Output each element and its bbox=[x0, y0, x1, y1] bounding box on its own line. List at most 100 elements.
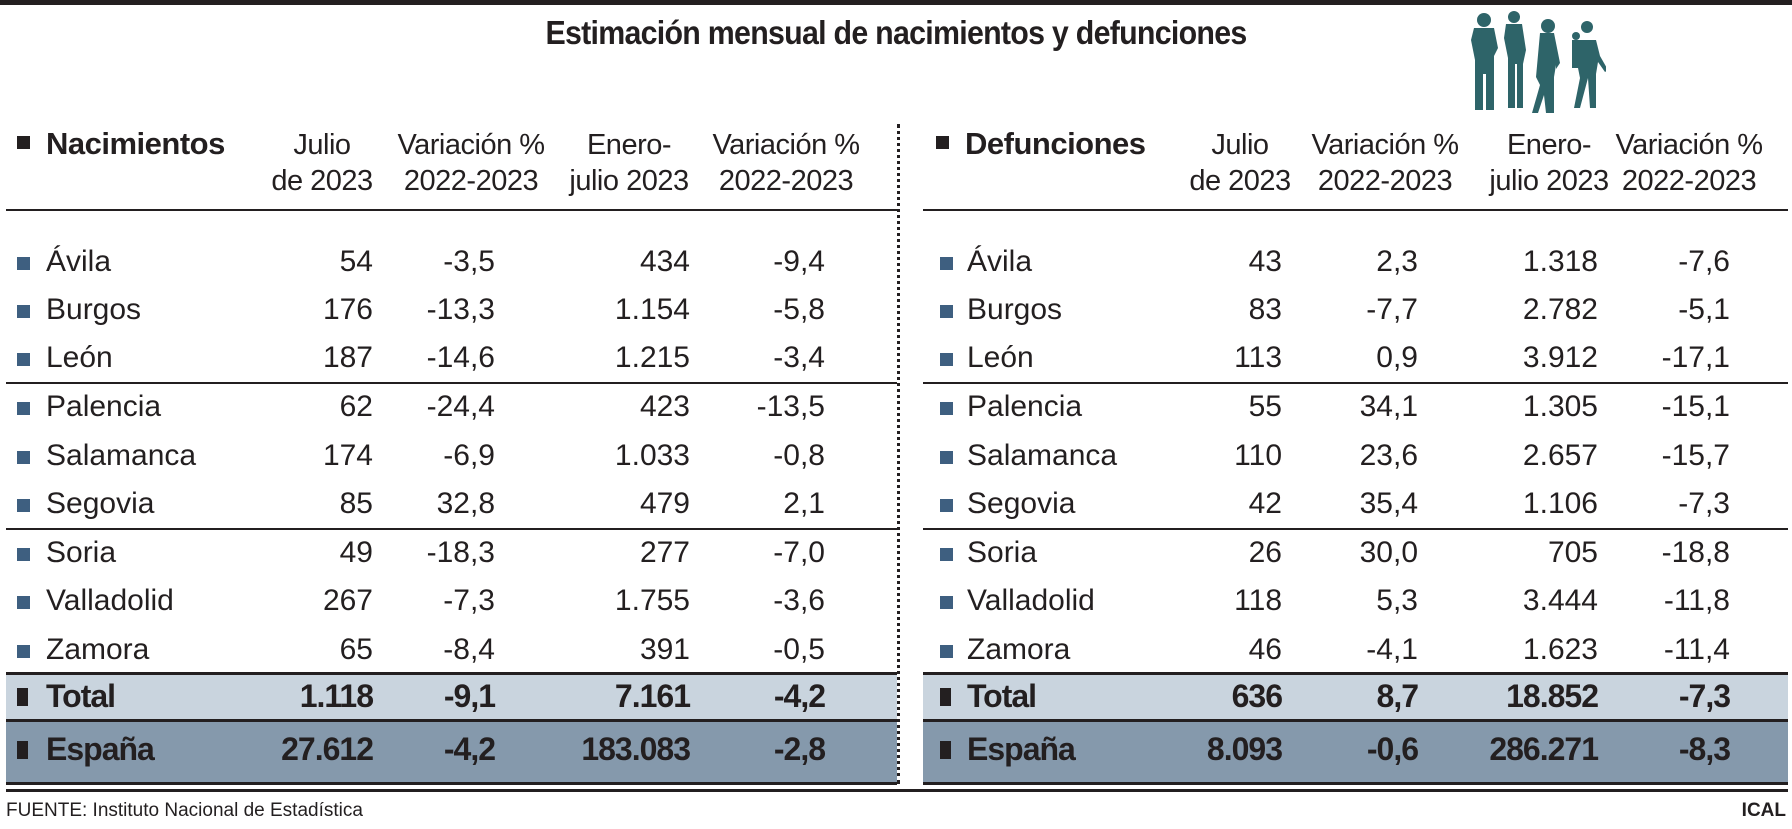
row-label: León bbox=[967, 341, 1034, 374]
source-note: FUENTE: Instituto Nacional de Estadístic… bbox=[6, 800, 363, 821]
column-header-line: de 2023 bbox=[271, 165, 373, 197]
table-cell: 23,6 bbox=[1359, 439, 1418, 472]
table-cell: -9,4 bbox=[773, 245, 825, 278]
table-cell: -15,7 bbox=[1661, 439, 1730, 472]
table-cell-spain: 286.271 bbox=[1489, 731, 1599, 767]
row-label: Palencia bbox=[967, 390, 1083, 423]
table-cell: 1.318 bbox=[1522, 245, 1598, 278]
column-header-line: 2022-2023 bbox=[403, 165, 539, 197]
spain-row-bg bbox=[923, 720, 1788, 783]
row-marker-dark bbox=[17, 741, 28, 759]
row-label-spain: España bbox=[46, 731, 155, 767]
table-cell: 34,1 bbox=[1359, 390, 1418, 423]
bottom-rule bbox=[6, 789, 1788, 792]
table-cell: -17,1 bbox=[1661, 341, 1730, 374]
table-cell: -11,8 bbox=[1663, 584, 1730, 617]
total-rule bbox=[6, 782, 897, 785]
table-cell: -0,5 bbox=[773, 633, 825, 666]
table-cell: 43 bbox=[1248, 245, 1282, 278]
table-divider bbox=[897, 124, 900, 784]
table-cell: -3,5 bbox=[443, 245, 495, 278]
table-cell: 423 bbox=[639, 390, 690, 423]
table-cell: -13,3 bbox=[426, 293, 495, 326]
table-cell-total: 7.161 bbox=[614, 678, 691, 714]
square-bullet-icon bbox=[936, 136, 949, 150]
table-cell: -18,3 bbox=[426, 536, 495, 569]
table-cell-spain: -0,6 bbox=[1366, 731, 1419, 767]
table-cell-total: -4,2 bbox=[773, 678, 826, 714]
table-cell: 1.106 bbox=[1522, 487, 1598, 520]
row-label: Soria bbox=[46, 536, 117, 569]
table-cell-total: 1.118 bbox=[299, 678, 374, 714]
table-cell: -11,4 bbox=[1663, 633, 1730, 666]
column-header-line: Julio bbox=[1211, 129, 1269, 161]
row-label: Burgos bbox=[967, 293, 1063, 326]
table-cell: 54 bbox=[339, 245, 373, 278]
table-cell-total: -7,3 bbox=[1678, 678, 1731, 714]
credit: ICAL bbox=[1741, 800, 1786, 821]
row-marker-dark bbox=[940, 741, 951, 759]
total-rule bbox=[6, 672, 897, 675]
table-cell: 1.215 bbox=[614, 341, 690, 374]
column-header-line: julio 2023 bbox=[1489, 165, 1609, 197]
table-cell: 1.755 bbox=[614, 584, 690, 617]
table-cell: -6,9 bbox=[443, 439, 495, 472]
section-title-text: Defunciones bbox=[965, 126, 1146, 161]
table-cell-spain: -8,3 bbox=[1678, 731, 1731, 767]
column-header: Variación % 2022-2023 bbox=[371, 127, 571, 199]
table-cell: -14,6 bbox=[426, 341, 495, 374]
square-bullet-icon bbox=[17, 136, 30, 150]
table-cell-spain: -2,8 bbox=[773, 731, 826, 767]
spain-row-bg bbox=[6, 720, 897, 783]
table-cell: 174 bbox=[322, 439, 373, 472]
table-cell: -3,6 bbox=[773, 584, 825, 617]
row-marker bbox=[17, 451, 30, 464]
group-rule bbox=[6, 528, 897, 530]
row-marker bbox=[940, 499, 953, 512]
row-marker-dark bbox=[940, 688, 951, 706]
table-cell: 1.033 bbox=[614, 439, 690, 472]
table-cell: -24,4 bbox=[426, 390, 495, 423]
row-label: Valladolid bbox=[967, 584, 1095, 617]
table-cell: 46 bbox=[1248, 633, 1282, 666]
table-cell-spain: -4,2 bbox=[443, 731, 496, 767]
table-cell-spain: 27.612 bbox=[281, 731, 374, 767]
table-cell: 65 bbox=[339, 633, 373, 666]
row-marker bbox=[17, 305, 30, 318]
column-header-line: Enero- bbox=[586, 129, 672, 161]
table-cell: -15,1 bbox=[1661, 390, 1730, 423]
table-cell: -18,8 bbox=[1661, 536, 1730, 569]
table-cell: -8,4 bbox=[443, 633, 495, 666]
row-label: Segovia bbox=[967, 487, 1076, 520]
row-marker bbox=[940, 257, 953, 270]
table-cell: 391 bbox=[639, 633, 690, 666]
table-cell: -5,8 bbox=[773, 293, 825, 326]
row-label: Salamanca bbox=[46, 439, 197, 472]
column-header: Julio de 2023 bbox=[1140, 127, 1340, 199]
column-header-line: Enero- bbox=[1506, 129, 1592, 161]
table-cell: -7,6 bbox=[1678, 245, 1730, 278]
table-cell: 277 bbox=[639, 536, 690, 569]
table-cell: 187 bbox=[322, 341, 373, 374]
table-cell: 113 bbox=[1234, 341, 1282, 374]
table-cell: 2,1 bbox=[783, 487, 825, 520]
chart-title: Estimación mensual de nacimientos y defu… bbox=[545, 14, 1247, 51]
row-marker bbox=[17, 548, 30, 561]
column-header-line: Variación % bbox=[1311, 129, 1459, 161]
row-label: Palencia bbox=[46, 390, 162, 423]
row-label: León bbox=[46, 341, 113, 374]
table-cell: 705 bbox=[1547, 536, 1598, 569]
table-cell: -7,0 bbox=[773, 536, 825, 569]
table-cell: 35,4 bbox=[1359, 487, 1418, 520]
group-rule bbox=[923, 528, 1788, 530]
row-marker bbox=[940, 305, 953, 318]
people-silhouette-icon bbox=[1471, 11, 1606, 113]
table-cell: 434 bbox=[639, 245, 690, 278]
table-cell: -0,8 bbox=[773, 439, 825, 472]
section-title: Defunciones bbox=[936, 126, 1146, 162]
table-cell: 30,0 bbox=[1359, 536, 1418, 569]
row-label-total: Total bbox=[46, 678, 116, 714]
row-marker bbox=[17, 353, 30, 366]
table-cell: 83 bbox=[1248, 293, 1282, 326]
row-marker bbox=[17, 645, 30, 658]
